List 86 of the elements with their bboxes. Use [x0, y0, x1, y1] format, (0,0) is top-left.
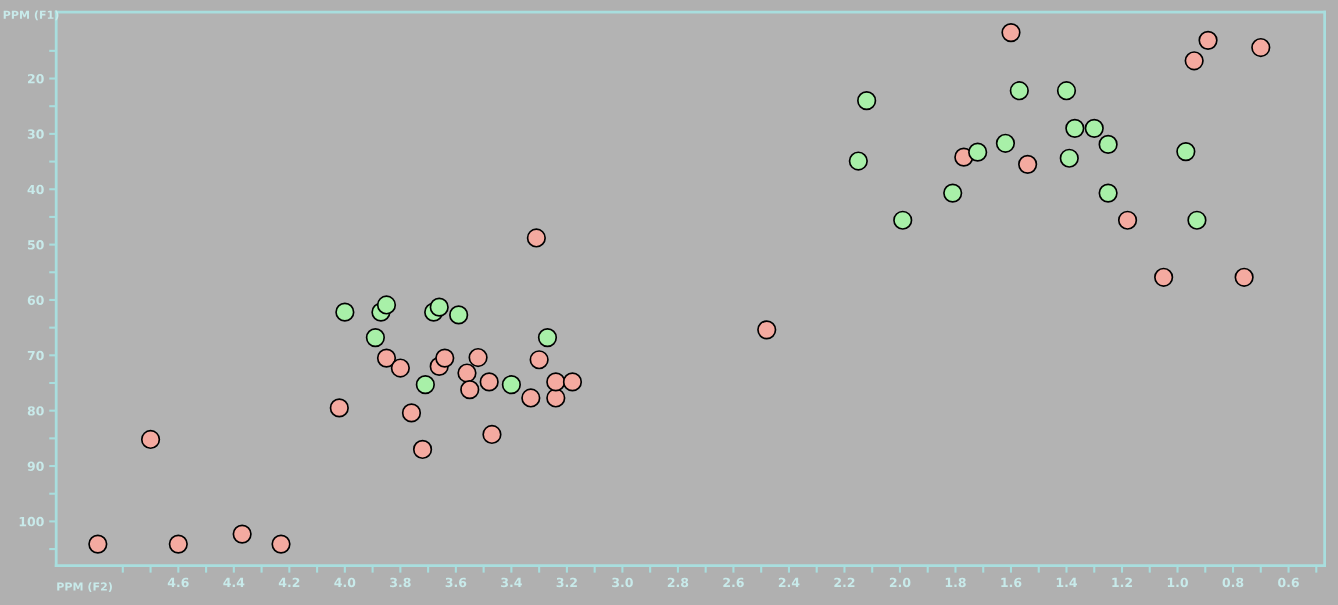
x-tick-label: 1.8 — [945, 577, 966, 588]
point — [449, 305, 469, 325]
point — [1084, 118, 1104, 138]
x-tick-label: 2.6 — [723, 577, 744, 588]
point — [1059, 148, 1079, 168]
point — [140, 429, 161, 450]
point — [376, 295, 397, 315]
point — [546, 388, 566, 408]
point — [435, 348, 455, 368]
point — [412, 439, 433, 460]
point — [1056, 81, 1077, 101]
x-tick-label: 0.8 — [1222, 577, 1244, 588]
point — [482, 424, 502, 445]
point — [232, 524, 252, 544]
point — [995, 133, 1016, 153]
point — [1001, 22, 1021, 43]
point — [365, 327, 386, 348]
point — [1176, 141, 1196, 162]
point — [271, 534, 291, 554]
point — [848, 151, 868, 171]
point — [1018, 154, 1038, 174]
x-tick-label: 1.6 — [1001, 577, 1022, 588]
point — [521, 388, 541, 408]
y-tick-label: 40 — [27, 184, 44, 195]
y-tick-label: 60 — [27, 295, 44, 305]
y-tick-label: 100 — [19, 516, 44, 527]
point — [537, 327, 558, 348]
y-tick-label: 70 — [27, 350, 44, 361]
x-tick-label: 2.0 — [889, 577, 911, 588]
point — [1117, 210, 1138, 230]
point — [390, 358, 410, 378]
x-tick-label: 1.2 — [1112, 577, 1132, 587]
point — [943, 183, 963, 203]
point — [168, 534, 188, 554]
x-tick-label: 1.0 — [1167, 577, 1188, 588]
point — [468, 347, 488, 368]
point — [1251, 37, 1271, 58]
point — [757, 320, 777, 340]
point — [1098, 134, 1118, 155]
y-tick-label: 20 — [27, 74, 44, 84]
x-tick-label: 4.4 — [223, 577, 245, 587]
point — [329, 398, 349, 418]
x-tick-label: 4.2 — [278, 577, 300, 587]
y-tick-label: 50 — [27, 240, 44, 250]
x-tick-label: 3.2 — [556, 577, 577, 588]
x-tick-label: 4.6 — [167, 577, 189, 588]
point — [88, 534, 108, 554]
y-tick-label: 80 — [27, 406, 44, 416]
point — [429, 297, 449, 317]
point — [479, 372, 499, 392]
x-tick-label: 3.6 — [445, 577, 467, 588]
point — [562, 372, 583, 392]
point — [968, 142, 988, 162]
point — [1154, 267, 1174, 287]
x-tick-label: 0.6 — [1278, 577, 1299, 588]
point — [857, 91, 877, 111]
x-tick-label: 3.0 — [612, 577, 633, 588]
x-tick-label: 3.8 — [390, 577, 411, 588]
x-tick-label: 2.4 — [778, 577, 800, 587]
point — [1098, 183, 1118, 203]
point — [893, 210, 913, 230]
point — [460, 380, 480, 400]
point — [1184, 51, 1204, 71]
x-axis-title: PPM (F2) — [57, 582, 112, 593]
point — [501, 375, 522, 395]
point — [526, 228, 546, 248]
point — [1187, 210, 1207, 230]
x-tick-label: 2.8 — [667, 577, 689, 588]
y-tick-label: 30 — [27, 129, 44, 139]
y-axis-title: PPM (F1) — [3, 10, 59, 21]
x-tick-label: 2.2 — [834, 577, 855, 587]
point — [457, 363, 477, 383]
x-tick-label: 1.4 — [1056, 577, 1077, 587]
point — [401, 403, 422, 423]
point — [1009, 81, 1029, 101]
x-tick-label: 4.0 — [334, 577, 356, 588]
point — [529, 350, 549, 370]
point — [1065, 118, 1085, 138]
point — [415, 375, 435, 395]
point — [376, 348, 397, 368]
point — [335, 302, 355, 322]
point — [1234, 267, 1254, 287]
x-tick-label: 3.4 — [501, 577, 522, 588]
point — [1198, 30, 1218, 50]
y-tick-label: 90 — [27, 461, 44, 471]
point — [546, 372, 566, 392]
